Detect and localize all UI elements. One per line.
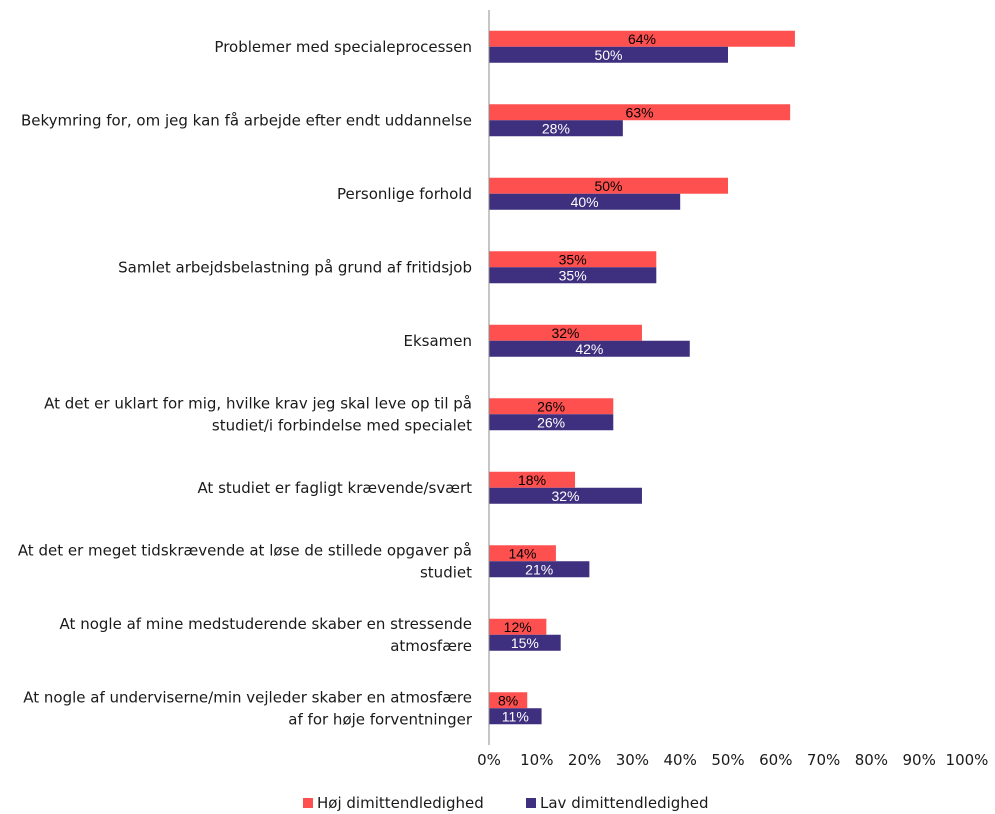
data-label-hoej-3: 35%	[559, 251, 587, 267]
data-label-lav-4: 42%	[575, 341, 603, 357]
x-tick-labels: 0% 10% 20% 30% 40% 50% 60% 70% 80% 90% 100%	[477, 751, 988, 769]
bar-hoej-7	[489, 545, 556, 562]
x-tick-label-6: 60%	[759, 751, 792, 769]
legend: Høj dimittendledighed Lav dimittendledigh…	[303, 794, 709, 812]
x-tick-label-7: 70%	[807, 751, 840, 769]
data-label-hoej-8: 12%	[504, 619, 532, 635]
bar-lav-6	[489, 487, 642, 504]
bar-hoej-9	[489, 692, 528, 709]
category-label-6: At studiet er fagligt krævende/svært	[197, 479, 472, 497]
category-label-7-line-0: At det er meget tidskrævende at løse de …	[18, 541, 472, 559]
bar-lav-0	[489, 46, 728, 63]
category-label-3: Samlet arbejdsbelastning på grund af fri…	[118, 258, 472, 276]
category-label-8-line-0: At nogle af mine medstuderende skaber en…	[60, 615, 472, 633]
data-label-hoej-4: 32%	[551, 325, 579, 341]
bar-lav-4	[489, 340, 690, 357]
legend-swatch-lav	[526, 798, 536, 808]
data-label-hoej-7: 14%	[508, 545, 536, 561]
category-label-4: Eksamen	[403, 332, 472, 350]
legend-label-hoej: Høj dimittendledighed	[317, 794, 484, 812]
data-label-hoej-9: 8%	[498, 692, 518, 708]
category-label-9-line-0: At nogle af underviserne/min vejleder sk…	[23, 688, 472, 706]
category-label-8-line-1: atmosfære	[390, 637, 472, 655]
legend-label-lav: Lav dimittendledighed	[540, 794, 709, 812]
bar-lav-8	[489, 634, 561, 651]
x-tick-label-0: 0%	[477, 751, 501, 769]
x-tick-label-4: 40%	[664, 751, 697, 769]
data-label-lav-5: 26%	[537, 414, 565, 430]
bar-hoej-8	[489, 618, 547, 635]
bar-lav-7	[489, 561, 590, 578]
bar-lav-9	[489, 708, 542, 725]
data-label-lav-8: 15%	[511, 635, 539, 651]
x-tick-label-5: 50%	[711, 751, 744, 769]
x-tick-label-1: 10%	[520, 751, 553, 769]
data-label-hoej-2: 50%	[594, 178, 622, 194]
bar-lav-2	[489, 193, 681, 210]
category-label-2: Personlige forhold	[337, 185, 472, 203]
data-label-lav-7: 21%	[525, 561, 553, 577]
bar-hoej-0	[489, 30, 795, 47]
legend-swatch-hoej	[303, 798, 313, 808]
bar-lav-1	[489, 120, 623, 137]
bars-layer: 64%50%63%28%50%40%35%35%32%42%26%26%18%3…	[489, 30, 795, 725]
data-label-lav-1: 28%	[542, 120, 570, 136]
data-label-lav-0: 50%	[594, 47, 622, 63]
bar-hoej-2	[489, 177, 728, 194]
category-labels: Problemer med specialeprocessen Bekymring…	[18, 38, 473, 729]
bar-hoej-3	[489, 251, 657, 268]
bar-hoej-1	[489, 104, 791, 121]
bar-lav-5	[489, 414, 614, 431]
x-tick-label-2: 20%	[568, 751, 601, 769]
category-label-9-line-1: af for høje forventninger	[288, 710, 473, 728]
bar-hoej-6	[489, 471, 576, 488]
category-label-5-line-0: At det er uklart for mig, hvilke krav je…	[44, 394, 472, 412]
category-label-1: Bekymring for, om jeg kan få arbejde eft…	[21, 111, 472, 129]
category-label-7-line-1: studiet	[420, 563, 472, 581]
bar-hoej-5	[489, 398, 614, 415]
x-tick-label-10: 100%	[946, 751, 989, 769]
data-label-hoej-5: 26%	[537, 398, 565, 414]
x-tick-label-9: 90%	[903, 751, 936, 769]
data-label-hoej-1: 63%	[626, 104, 654, 120]
x-tick-label-8: 80%	[855, 751, 888, 769]
data-label-lav-2: 40%	[571, 194, 599, 210]
data-label-hoej-6: 18%	[518, 472, 546, 488]
category-label-5-line-1: studiet/i forbindelse med specialet	[212, 416, 472, 434]
bar-hoej-4	[489, 324, 642, 341]
data-label-lav-3: 35%	[559, 267, 587, 283]
data-label-lav-9: 11%	[502, 708, 529, 724]
data-label-hoej-0: 64%	[628, 31, 656, 47]
data-label-lav-6: 32%	[551, 488, 579, 504]
bar-lav-3	[489, 267, 657, 284]
x-tick-label-3: 30%	[616, 751, 649, 769]
category-label-0: Problemer med specialeprocessen	[214, 38, 472, 56]
